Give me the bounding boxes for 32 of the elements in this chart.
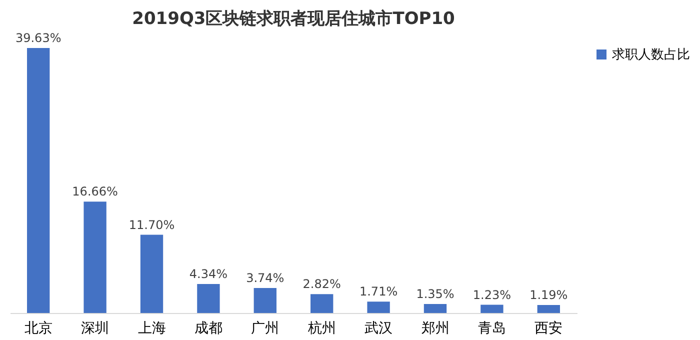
data-label: 3.74% [246,270,284,285]
x-tick-label: 北京 [24,320,52,336]
x-tick-label: 武汉 [364,320,393,336]
bar [367,302,390,313]
data-label: 1.71% [359,284,398,299]
x-tick-label: 杭州 [306,320,336,336]
chart-title: 2019Q3区块链求职者现居住城市TOP10 [132,9,456,29]
bar [424,304,447,313]
legend-label: 求职人数占比 [612,48,690,62]
x-tick-label: 青岛 [478,320,506,336]
bar [84,202,106,313]
bar [140,234,164,313]
data-label: 39.63% [15,31,62,45]
x-tick-label: 深圳 [81,320,110,336]
x-tick-label: 上海 [138,320,166,336]
data-label: 11.70% [128,218,175,232]
data-label: 4.34% [189,266,228,281]
data-label: 16.66% [72,184,118,199]
bar [480,304,504,313]
bar [27,48,50,313]
x-tick-label: 成都 [194,320,222,336]
data-label: 1.19% [530,288,568,302]
bar [310,294,334,313]
bar [197,284,220,313]
data-label: 2.82% [302,277,341,292]
x-tick-label: 西安 [534,320,563,336]
x-tick-label: 郑州 [421,320,450,336]
bar [254,288,276,313]
data-label: 1.23% [472,288,512,302]
x-tick-label: 广州 [251,320,280,336]
data-label: 1.35% [416,286,454,301]
bar [537,305,560,313]
